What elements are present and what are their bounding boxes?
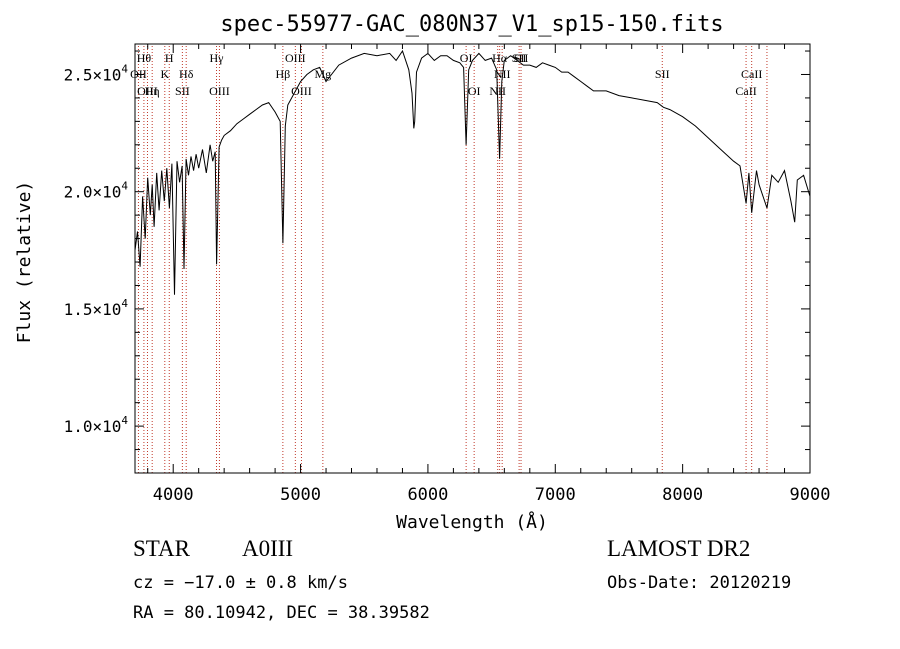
- line-label: H: [165, 51, 174, 65]
- line-label: OI: [468, 84, 481, 98]
- line-label: Hδ: [179, 67, 194, 81]
- object-subclass: A0III: [242, 536, 294, 561]
- line-label: Hβ: [275, 67, 290, 81]
- x-tick-label: 5000: [280, 485, 321, 505]
- y-tick-label: 2.0×104: [64, 180, 129, 202]
- x-axis-label: Wavelength (Å): [396, 511, 548, 533]
- line-label: CaII: [735, 84, 756, 98]
- obs-date-text: Obs-Date: 20120219: [607, 573, 792, 593]
- coordinates-text: RA = 80.10942, DEC = 38.39582: [133, 603, 430, 623]
- y-axis-label: Flux (relative): [14, 181, 35, 344]
- line-label: Hγ: [210, 51, 225, 65]
- line-label: OI: [460, 51, 473, 65]
- line-label: Hα: [492, 51, 508, 65]
- y-tick-label: 1.5×104: [64, 297, 129, 319]
- line-label: SII: [514, 51, 529, 65]
- y-tick-label: 2.5×104: [64, 62, 129, 84]
- line-label: NII: [494, 67, 511, 81]
- y-axis: 1.0×104 1.5×104 2.0×104 2.5×104: [64, 50, 810, 451]
- chart-title: spec-55977-GAC_080N37_V1_sp15-150.fits: [220, 12, 723, 37]
- y-tick-label: 1.0×104: [64, 414, 129, 436]
- x-tick-label: 6000: [407, 485, 448, 505]
- x-tick-label: 9000: [790, 485, 831, 505]
- line-label: CaII: [741, 67, 762, 81]
- line-label: OIII: [285, 51, 306, 65]
- line-label: OIII: [137, 84, 158, 98]
- x-tick-label: 7000: [535, 485, 576, 505]
- object-class: STAR: [133, 536, 190, 561]
- x-tick-label: 4000: [153, 485, 194, 505]
- plot-frame: [134, 43, 811, 474]
- line-label: Hη: [145, 84, 160, 98]
- line-label: K: [160, 67, 169, 81]
- line-label: OIII: [291, 84, 312, 98]
- x-axis: 4000 5000 6000 7000 8000 9000: [147, 44, 831, 505]
- spectral-line-labels: OIIHθOIIIHηKHSIIHδHγOIIIHβOIIIOIIIMgOIOI…: [130, 51, 762, 98]
- survey-name: LAMOST DR2: [607, 536, 751, 561]
- spectral-line-markers: [137, 46, 768, 473]
- line-label: Hθ: [137, 51, 152, 65]
- line-label: SII: [175, 84, 190, 98]
- redshift-text: cz = −17.0 ± 0.8 km/s: [133, 573, 348, 593]
- line-label: SII: [655, 67, 670, 81]
- line-label: OIII: [209, 84, 230, 98]
- x-tick-label: 8000: [662, 485, 703, 505]
- line-label: SII: [512, 51, 527, 65]
- spectrum-series-line: [134, 49, 811, 295]
